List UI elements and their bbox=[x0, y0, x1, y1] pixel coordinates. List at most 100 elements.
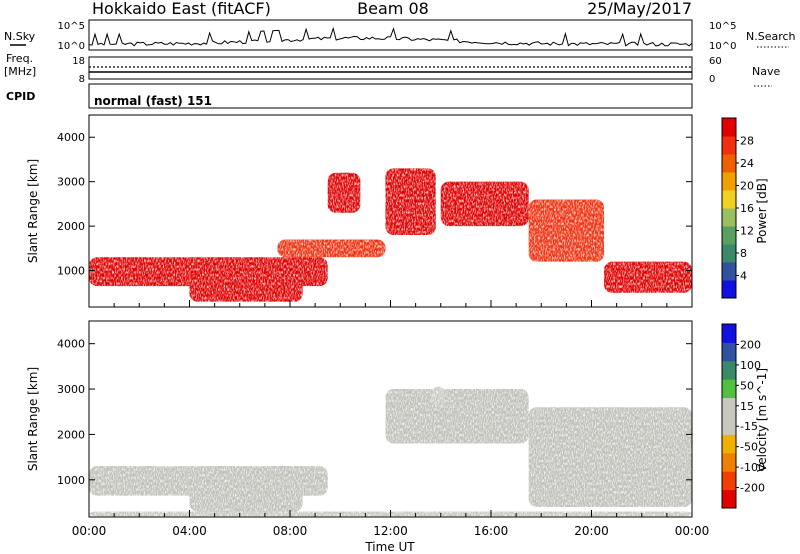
vel-echo-region-1 bbox=[189, 484, 303, 512]
station-title: Hokkaido East (fitACF) bbox=[92, 0, 271, 18]
velocity-colorbar-label: Velocity [m s^-1] bbox=[755, 368, 769, 472]
vel-colorbar-tick-label-7: 200 bbox=[740, 338, 761, 351]
power-colorbar-swatch-6 bbox=[722, 172, 736, 191]
power-colorbar-swatch-5 bbox=[722, 190, 736, 209]
vel-ytick-label-3: 4000 bbox=[57, 338, 85, 351]
velocity-x-ticks: 00:00 04:00 08:00 12:00 16:00 20:00 00:00 bbox=[72, 510, 710, 538]
vel-colorbar-swatch-1 bbox=[722, 471, 736, 491]
vel-colorbar-swatch-2 bbox=[722, 452, 736, 472]
power-colorbar-tick-label-1: 8 bbox=[740, 247, 747, 260]
nsky-tick-low: 10^0 bbox=[58, 41, 85, 52]
power-colorbar-tick-label-4: 20 bbox=[740, 180, 754, 193]
power-colorbar-swatch-9 bbox=[722, 118, 736, 137]
vel-colorbar-frame bbox=[721, 323, 737, 509]
vel-xtick-label-6: 00:00 bbox=[675, 524, 710, 538]
power-colorbar-swatch-7 bbox=[722, 154, 736, 173]
nsky-right-tick-low: 10^0 bbox=[709, 41, 736, 52]
power-ytick-label-0: 1000 bbox=[57, 265, 85, 278]
nsky-panel: N.Sky 10^5 10^0 10^5 10^0 N.Search bbox=[4, 19, 796, 52]
vel-ytick-label-2: 3000 bbox=[57, 383, 85, 396]
velocity-panel: 1000 2000 3000 4000 00:00 04:00 08:00 12:00 16:… bbox=[26, 320, 769, 554]
power-colorbar-swatch-2 bbox=[722, 244, 736, 263]
time-axis-label: Time UT bbox=[364, 540, 415, 554]
power-echo-region-2 bbox=[277, 239, 386, 258]
power-y-ticks: 1000 2000 3000 4000 bbox=[57, 131, 692, 278]
vel-echo-region-3 bbox=[430, 386, 446, 408]
power-colorbar-swatch-8 bbox=[722, 136, 736, 155]
vel-colorbar-swatch-7 bbox=[722, 360, 736, 380]
power-echo-region-7 bbox=[604, 261, 692, 293]
power-colorbar-tick-label-5: 24 bbox=[740, 157, 754, 170]
freq-label: Freq. bbox=[6, 52, 33, 65]
power-panel: 1000 2000 3000 4000 Slant Range [km] 4 8 12 16… bbox=[26, 114, 769, 308]
freq-unit-label: [MHz] bbox=[4, 65, 36, 78]
power-colorbar-tick-label-6: 28 bbox=[740, 135, 754, 148]
vel-echo-region-2 bbox=[385, 389, 529, 444]
velocity-colorbar: -200 -100 -50 -15 15 50 100 200 bbox=[721, 323, 765, 509]
freq-tick-high: 18 bbox=[72, 56, 85, 67]
power-colorbar-swatch-3 bbox=[722, 226, 736, 245]
vel-ytick-label-0: 1000 bbox=[57, 474, 85, 487]
cpid-value: normal (fast) 151 bbox=[94, 94, 212, 108]
power-echo-region-3 bbox=[327, 172, 361, 213]
vel-colorbar-swatch-5 bbox=[722, 397, 736, 417]
power-ytick-label-2: 3000 bbox=[57, 176, 85, 189]
nsky-tick-high: 10^5 bbox=[58, 21, 85, 32]
power-colorbar-label: Power [dB] bbox=[755, 178, 769, 243]
velocity-echo-layer bbox=[89, 386, 692, 517]
nsky-label: N.Sky bbox=[4, 30, 36, 43]
nsky-trace bbox=[88, 26, 693, 47]
vel-colorbar-tick-label-4: 15 bbox=[740, 400, 754, 413]
vel-colorbar-swatch-0 bbox=[722, 489, 736, 509]
nave-tick-low: 0 bbox=[709, 74, 715, 85]
nave-label: Nave bbox=[752, 65, 780, 78]
vel-xtick-label-1: 04:00 bbox=[172, 524, 207, 538]
power-colorbar-tick-label-3: 16 bbox=[740, 202, 754, 215]
power-x-ticks bbox=[88, 300, 693, 307]
vel-colorbar-tick-label-3: -15 bbox=[740, 420, 758, 433]
power-colorbar-tick-label-2: 12 bbox=[740, 225, 754, 238]
power-colorbar-swatch-0 bbox=[722, 280, 736, 299]
vel-ytick-label-1: 2000 bbox=[57, 428, 85, 441]
power-colorbar-swatch-1 bbox=[722, 262, 736, 281]
power-colorbar-tick-label-0: 4 bbox=[740, 270, 747, 283]
power-colorbar: 4 8 12 16 20 24 28 bbox=[721, 117, 754, 299]
nsky-right-tick-high: 10^5 bbox=[709, 21, 736, 32]
vel-colorbar-tick-label-5: 50 bbox=[740, 379, 754, 392]
cpid-label: CPID bbox=[6, 90, 35, 103]
power-echo-layer bbox=[89, 168, 692, 302]
vel-xtick-label-3: 12:00 bbox=[373, 524, 408, 538]
vel-xtick-label-0: 00:00 bbox=[72, 524, 107, 538]
power-ylabel: Slant Range [km] bbox=[26, 159, 40, 263]
vel-xtick-label-2: 08:00 bbox=[273, 524, 308, 538]
date-title: 25/May/2017 bbox=[587, 0, 692, 18]
beam-title: Beam 08 bbox=[357, 0, 429, 18]
power-ytick-label-3: 4000 bbox=[57, 131, 85, 144]
power-colorbar-swatch-4 bbox=[722, 208, 736, 227]
vel-colorbar-swatch-8 bbox=[722, 342, 736, 362]
cpid-panel: CPID normal (fast) 151 bbox=[6, 83, 693, 109]
freq-tick-low: 8 bbox=[79, 74, 85, 85]
nave-tick-high: 60 bbox=[709, 56, 722, 67]
vel-colorbar-tick-label-0: -200 bbox=[740, 482, 765, 495]
power-echo-region-1 bbox=[189, 275, 303, 302]
vel-colorbar-tick-label-1: -100 bbox=[740, 461, 765, 474]
vel-colorbar-swatch-9 bbox=[722, 324, 736, 343]
power-echo-region-6 bbox=[528, 199, 605, 262]
vel-xtick-label-5: 20:00 bbox=[574, 524, 609, 538]
velocity-ylabel: Slant Range [km] bbox=[26, 367, 40, 471]
vel-xtick-label-4: 16:00 bbox=[474, 524, 509, 538]
freq-panel: Freq. [MHz] 18 8 60 0 Nave bbox=[4, 52, 780, 87]
vel-colorbar-tick-label-2: -50 bbox=[740, 441, 758, 454]
vel-colorbar-tick-label-6: 100 bbox=[740, 359, 761, 372]
vel-colorbar-swatch-3 bbox=[722, 434, 736, 454]
nsearch-label: N.Search bbox=[746, 30, 796, 43]
power-echo-region-4 bbox=[385, 168, 436, 235]
power-ytick-label-1: 2000 bbox=[57, 220, 85, 233]
power-echo-region-5 bbox=[440, 181, 529, 227]
vel-colorbar-swatch-4 bbox=[722, 416, 736, 435]
vel-echo-region-5 bbox=[528, 407, 692, 508]
velocity-y-ticks: 1000 2000 3000 4000 bbox=[57, 338, 692, 487]
vel-colorbar-swatch-6 bbox=[722, 379, 736, 399]
